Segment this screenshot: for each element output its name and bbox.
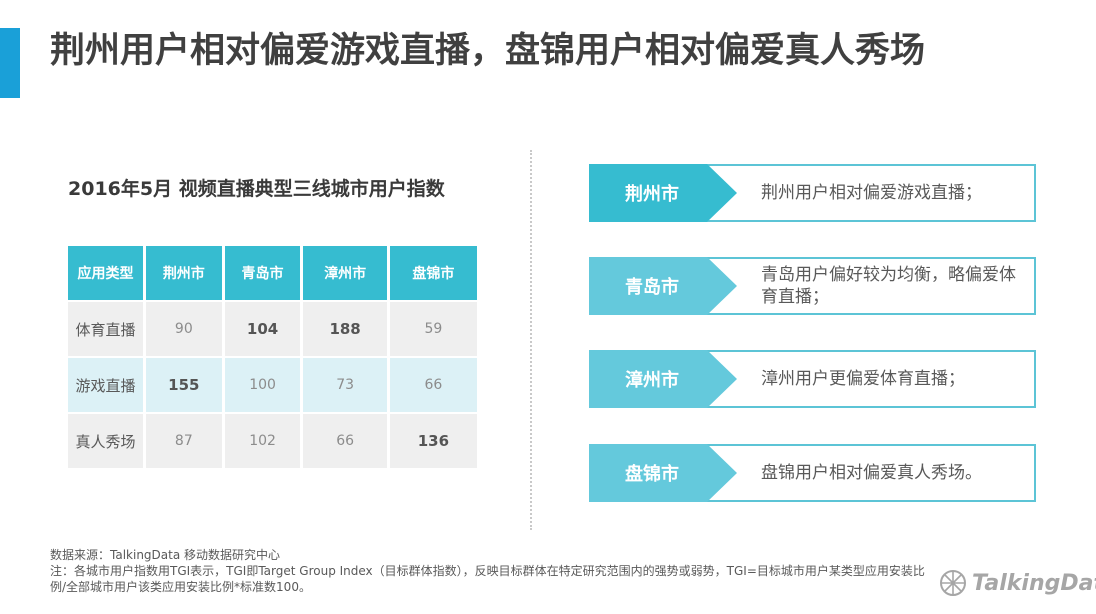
table-cell: 136 bbox=[389, 414, 477, 468]
city-tag: 盘锦市 bbox=[589, 444, 737, 502]
city-card-zhangzhou: 漳州市 漳州用户更偏爱体育直播； bbox=[589, 350, 1036, 408]
table-cell: 87 bbox=[145, 414, 222, 468]
city-description: 漳州用户更偏爱体育直播； bbox=[761, 369, 965, 389]
city-index-table: 应用类型 荆州市 青岛市 漳州市 盘锦市 体育直播 90 104 188 59 … bbox=[65, 244, 480, 470]
table-cell: 59 bbox=[389, 302, 477, 356]
city-tag: 荆州市 bbox=[589, 164, 737, 222]
city-tag: 青岛市 bbox=[589, 257, 737, 315]
table-cell: 100 bbox=[224, 358, 301, 412]
table-cell: 155 bbox=[145, 358, 222, 412]
footnote: 数据来源：TalkingData 移动数据研究中心 注：各城市用户指数用TGI表… bbox=[50, 547, 930, 595]
table-title: 2016年5月 视频直播典型三线城市用户指数 bbox=[68, 178, 445, 200]
city-description: 盘锦用户相对偏爱真人秀场。 bbox=[761, 463, 982, 483]
table-cell: 90 bbox=[145, 302, 222, 356]
header-jingzhou: 荆州市 bbox=[145, 246, 222, 300]
table-row: 体育直播 90 104 188 59 bbox=[68, 302, 477, 356]
city-card-qingdao: 青岛市 青岛用户偏好较为均衡，略偏爱体育直播； bbox=[589, 257, 1036, 315]
table-cell: 102 bbox=[224, 414, 301, 468]
city-description: 青岛用户偏好较为均衡，略偏爱体育直播； bbox=[761, 265, 1016, 307]
logo-text: TalkingData bbox=[972, 570, 1096, 596]
vertical-divider bbox=[530, 150, 532, 530]
row-label: 真人秀场 bbox=[68, 414, 143, 468]
table-header-row: 应用类型 荆州市 青岛市 漳州市 盘锦市 bbox=[68, 246, 477, 300]
table-cell: 73 bbox=[303, 358, 387, 412]
city-card-panjin: 盘锦市 盘锦用户相对偏爱真人秀场。 bbox=[589, 444, 1036, 502]
title-accent-bar bbox=[0, 28, 20, 98]
page-title: 荆州用户相对偏爱游戏直播，盘锦用户相对偏爱真人秀场 bbox=[50, 31, 926, 71]
row-label: 体育直播 bbox=[68, 302, 143, 356]
data-source: 数据来源：TalkingData 移动数据研究中心 bbox=[50, 548, 281, 562]
table-cell: 104 bbox=[224, 302, 301, 356]
header-zhangzhou: 漳州市 bbox=[303, 246, 387, 300]
table-cell: 66 bbox=[389, 358, 477, 412]
city-tag: 漳州市 bbox=[589, 350, 737, 408]
talkingdata-logo: TalkingData bbox=[940, 570, 1096, 596]
header-qingdao: 青岛市 bbox=[224, 246, 301, 300]
header-app-type: 应用类型 bbox=[68, 246, 143, 300]
row-label: 游戏直播 bbox=[68, 358, 143, 412]
city-description: 荆州用户相对偏爱游戏直播； bbox=[761, 183, 982, 203]
tgi-note: 注：各城市用户指数用TGI表示，TGI即Target Group Index（目… bbox=[50, 564, 925, 594]
table-cell: 66 bbox=[303, 414, 387, 468]
city-card-jingzhou: 荆州市 荆州用户相对偏爱游戏直播； bbox=[589, 164, 1036, 222]
table-row: 真人秀场 87 102 66 136 bbox=[68, 414, 477, 468]
table-row: 游戏直播 155 100 73 66 bbox=[68, 358, 477, 412]
logo-mark-icon bbox=[940, 570, 966, 596]
header-panjin: 盘锦市 bbox=[389, 246, 477, 300]
table-cell: 188 bbox=[303, 302, 387, 356]
